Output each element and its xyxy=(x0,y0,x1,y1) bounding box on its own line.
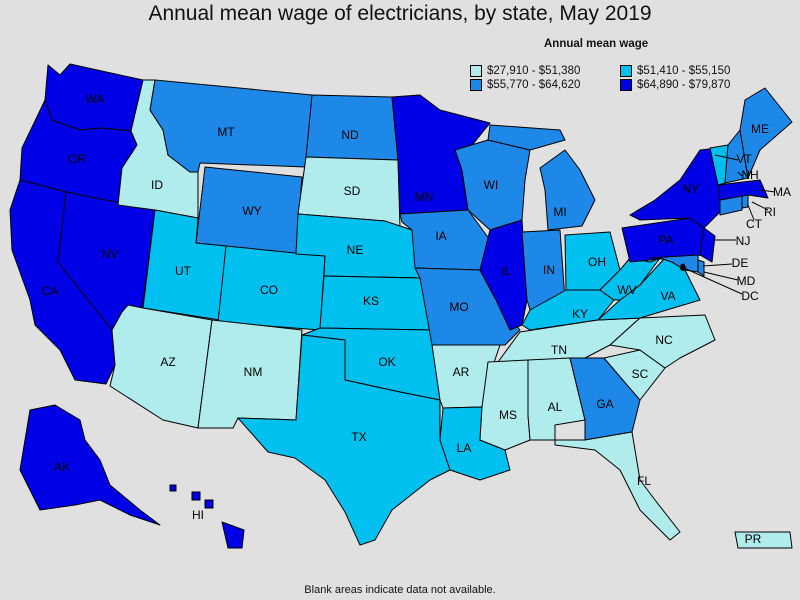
state-label-ar: AR xyxy=(453,365,470,379)
state-label-co: CO xyxy=(260,283,278,297)
state-label-nm: NM xyxy=(244,365,263,379)
state-label-nd: ND xyxy=(341,128,359,142)
legend-item-2: $51,410 - $55,150 xyxy=(620,65,730,77)
state-mi xyxy=(487,124,596,231)
state-fl xyxy=(554,431,681,541)
leader-line xyxy=(747,204,755,221)
state-tx xyxy=(237,334,451,546)
legend-label-1: $27,910 - $51,380 xyxy=(487,65,581,77)
state-label-or: OR xyxy=(68,152,86,166)
state-label-mo: MO xyxy=(449,300,468,314)
state-label-id: ID xyxy=(151,178,163,192)
legend-label-3: $55,770 - $64,620 xyxy=(487,79,581,91)
state-label-wv: WV xyxy=(617,283,636,297)
state-label-ri: RI xyxy=(764,205,776,219)
state-label-tn: TN xyxy=(551,343,567,357)
state-de xyxy=(697,259,705,277)
state-label-sc: SC xyxy=(632,367,649,381)
state-label-ca: CA xyxy=(42,284,59,298)
state-label-nj: NJ xyxy=(736,234,751,248)
legend-item-1: $27,910 - $51,380 xyxy=(470,65,580,77)
legend-swatch-2 xyxy=(620,65,632,77)
leader-line xyxy=(737,171,743,177)
state-ky xyxy=(521,289,615,331)
legend-label-4: $64,890 - $79,870 xyxy=(637,79,731,91)
state-label-dc: DC xyxy=(741,289,759,303)
state-label-ct: CT xyxy=(746,217,763,231)
state-ak xyxy=(19,404,161,526)
state-ny xyxy=(629,147,723,229)
legend-label-2: $51,410 - $55,150 xyxy=(637,65,731,77)
state-nj xyxy=(699,227,716,263)
legend-title: Annual mean wage xyxy=(544,38,649,50)
leader-line xyxy=(703,271,739,281)
legend-item-3: $55,770 - $64,620 xyxy=(470,79,580,91)
state-label-fl: FL xyxy=(637,474,651,488)
state-ri xyxy=(741,194,749,209)
leader-line xyxy=(714,154,739,161)
state-label-de: DE xyxy=(732,256,749,270)
dc-marker xyxy=(680,265,686,271)
state-label-ky: KY xyxy=(572,307,588,321)
legend-swatch-4 xyxy=(620,79,632,91)
state-label-hi: HI xyxy=(192,508,204,522)
state-label-oh: OH xyxy=(588,255,606,269)
leader-line xyxy=(751,201,769,211)
legend-swatch-3 xyxy=(470,79,482,91)
state-label-tx: TX xyxy=(351,430,366,444)
state-label-az: AZ xyxy=(160,355,175,369)
state-label-mn: MN xyxy=(415,190,434,204)
state-label-pa: PA xyxy=(658,233,673,247)
state-label-in: IN xyxy=(543,263,555,277)
leader-line xyxy=(759,189,776,193)
state-label-ga: GA xyxy=(596,397,613,411)
state-label-ak: AK xyxy=(54,460,70,474)
state-label-wa: WA xyxy=(86,92,105,106)
state-label-me: ME xyxy=(751,122,769,136)
state-label-ms: MS xyxy=(499,408,517,422)
state-label-nc: NC xyxy=(655,333,673,347)
leader-line xyxy=(683,267,743,295)
state-ma xyxy=(717,179,769,201)
state-label-la: LA xyxy=(457,441,472,455)
state-label-va: VA xyxy=(660,289,675,303)
state-label-nh: NH xyxy=(741,168,758,182)
state-label-ma: MA xyxy=(773,185,791,199)
state-label-ny: NY xyxy=(683,182,700,196)
state-label-md: MD xyxy=(737,274,756,288)
state-ms xyxy=(479,359,531,451)
state-label-mt: MT xyxy=(217,125,235,139)
footnote: Blank areas indicate data not available. xyxy=(304,584,496,596)
state-label-il: IL xyxy=(501,264,511,278)
state-nc xyxy=(609,314,716,369)
state-label-nv: NV xyxy=(102,247,119,261)
state-pr xyxy=(734,531,793,549)
state-label-vt: VT xyxy=(736,152,752,166)
legend-swatch-1 xyxy=(470,65,482,77)
state-label-ia: IA xyxy=(435,229,446,243)
map-title: Annual mean wage of electricians, by sta… xyxy=(148,2,652,25)
state-label-ok: OK xyxy=(378,355,395,369)
state-label-wy: WY xyxy=(242,204,261,218)
state-label-pr: PR xyxy=(745,532,762,546)
state-label-wi: WI xyxy=(484,178,499,192)
state-label-al: AL xyxy=(548,400,563,414)
state-label-mi: MI xyxy=(553,205,566,219)
state-label-ks: KS xyxy=(363,294,379,308)
state-label-ne: NE xyxy=(347,243,364,257)
state-me xyxy=(739,87,793,179)
state-label-sd: SD xyxy=(344,184,361,198)
state-label-ut: UT xyxy=(175,264,192,278)
state-hi xyxy=(169,484,245,549)
leader-line xyxy=(702,263,733,267)
legend-item-4: $64,890 - $79,870 xyxy=(620,79,730,91)
